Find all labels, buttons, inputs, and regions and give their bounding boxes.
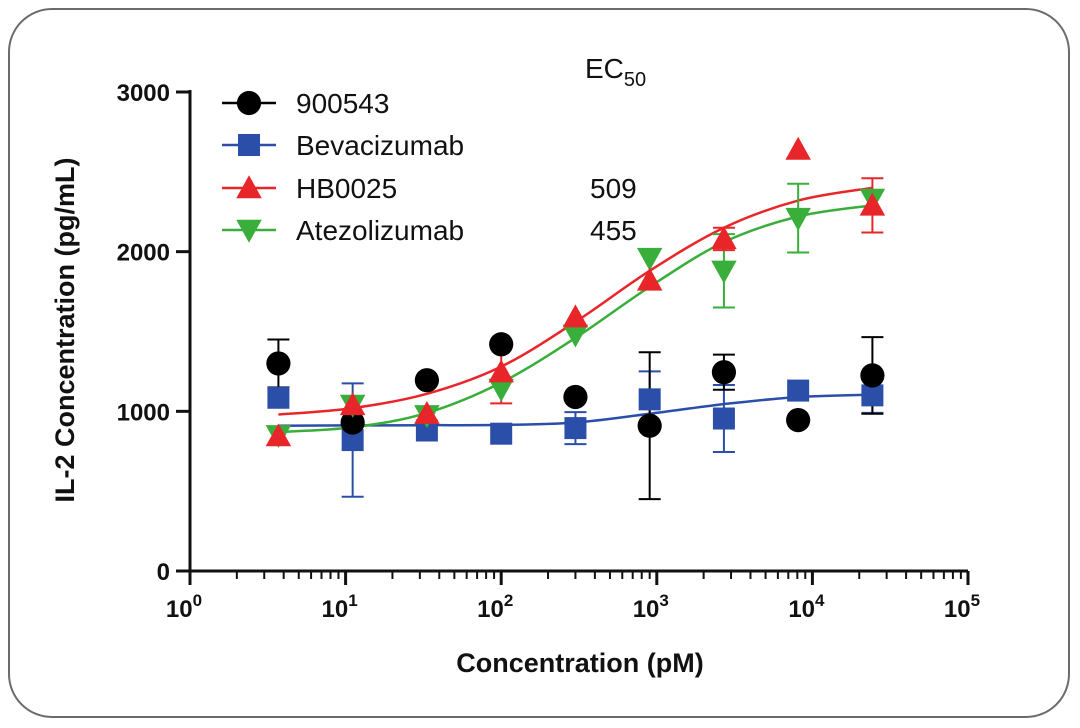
legend-item-hb0025: HB0025 509 (222, 173, 637, 204)
y-tick-label: 3000 (117, 80, 170, 107)
x-tick-label: 105 (944, 591, 980, 623)
data-point (860, 363, 885, 388)
data-point (563, 384, 588, 410)
legend: 900543 Bevacizumab HB0025 509 Atezolizumab 45… (222, 88, 637, 246)
y-tick-label: 1000 (117, 399, 170, 426)
data-point (488, 359, 514, 383)
data-point (637, 413, 662, 438)
data-point (859, 192, 886, 216)
legend-ec50-value: 509 (590, 173, 637, 204)
x-tick-label: 100 (166, 591, 202, 623)
legend-marker (238, 134, 260, 156)
x-ticks: 100 101 102 103 104 105 (166, 571, 980, 623)
data-point (415, 419, 438, 442)
y-ticks: 0 1000 2000 3000 (117, 80, 190, 586)
x-tick-label: 104 (788, 591, 825, 623)
data-point (489, 332, 514, 357)
legend-ec50-value: 455 (590, 215, 637, 246)
legend-marker (236, 219, 262, 243)
y-axis-title: IL-2 Concentration (pg/mL) (50, 158, 80, 503)
data-point (712, 407, 735, 430)
y-tick-label: 2000 (117, 240, 170, 267)
data-point (786, 408, 811, 433)
y-tick-label: 0 (157, 559, 170, 586)
data-point (711, 260, 737, 284)
legend-marker (236, 175, 262, 199)
legend-item-900543: 900543 (222, 88, 389, 119)
legend-label: Bevacizumab (296, 130, 464, 161)
data-point (266, 351, 291, 376)
axes (188, 90, 968, 573)
data-point (265, 423, 292, 447)
data-point (785, 207, 811, 231)
x-tick-label: 103 (633, 591, 669, 623)
data-point (562, 304, 589, 328)
legend-item-atezolizumab: Atezolizumab 455 (222, 215, 637, 246)
data-point (636, 267, 663, 291)
data-point (414, 368, 439, 393)
legend-label: Atezolizumab (296, 215, 464, 246)
legend-label: HB0025 (296, 173, 397, 204)
x-tick-label: 102 (477, 591, 513, 623)
data-point (785, 136, 811, 160)
data-point (787, 379, 810, 402)
data-point (488, 378, 514, 402)
ec50-header: EC50 (585, 53, 646, 91)
data-point (636, 247, 663, 271)
chart-frame (8, 8, 1070, 718)
data-points (265, 136, 886, 452)
x-tick-label: 101 (322, 591, 358, 623)
data-point (339, 392, 366, 416)
data-point (490, 422, 513, 445)
data-point (340, 410, 365, 435)
data-point (562, 324, 589, 348)
data-point (564, 417, 587, 440)
legend-marker (236, 90, 262, 116)
data-point (711, 360, 737, 385)
data-point (711, 226, 737, 250)
x-axis-title: Concentration (pM) (456, 648, 703, 678)
legend-item-bevacizumab: Bevacizumab (222, 130, 464, 161)
data-point (638, 388, 661, 411)
data-point (414, 400, 440, 424)
legend-label: 900543 (296, 88, 389, 119)
data-point (861, 384, 884, 407)
data-point (341, 429, 364, 452)
data-point (267, 386, 290, 409)
